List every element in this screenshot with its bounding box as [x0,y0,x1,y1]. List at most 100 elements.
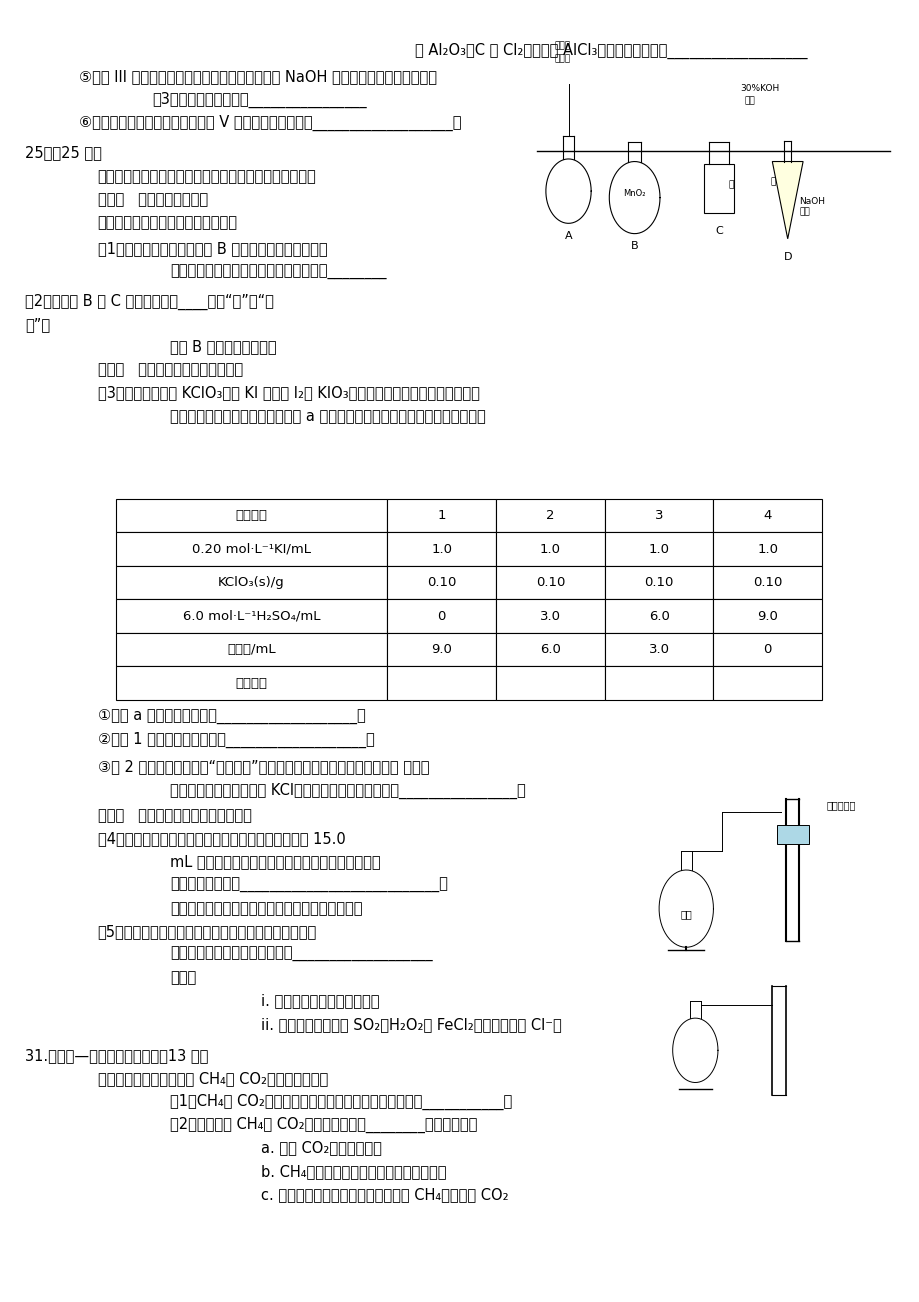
Text: B: B [630,241,638,251]
Text: 4: 4 [763,509,771,522]
Text: mL 饱和氯水试样，测定产生气体的体积。此方案不: mL 饱和氯水试样，测定产生气体的体积。此方案不 [170,854,380,870]
Text: （2）下列关于 CH₄和 CO₂的说法正确的是________（填序号）。: （2）下列关于 CH₄和 CO₂的说法正确的是________（填序号）。 [170,1117,477,1134]
Text: 3.0: 3.0 [539,609,561,622]
Text: 30%KOH: 30%KOH [740,83,779,92]
Text: 9.0: 9.0 [431,643,451,656]
Text: 1.0: 1.0 [648,543,669,556]
Text: 25．（25 分）: 25．（25 分） [25,145,102,160]
Text: 0.10: 0.10 [535,577,564,590]
Bar [387,667,495,700]
Text: a. 固态 CO₂属于分子晶体: a. 固态 CO₂属于分子晶体 [260,1141,381,1155]
Text: MnO₂: MnO₂ [623,189,645,198]
Text: 0.10: 0.10 [426,577,456,590]
Text: 6.0: 6.0 [648,609,669,622]
Text: 0.10: 0.10 [643,577,673,590]
Text: 3: 3 [654,509,663,522]
Text: 温度计: 温度计 [553,55,570,62]
Text: 0: 0 [763,643,771,656]
Text: KClO₃(s)/g: KClO₃(s)/g [218,577,285,590]
Text: 0.10: 0.10 [753,577,782,590]
Text: b. CH₄分子中含有极性共价键，是极性分子: b. CH₄分子中含有极性共价键，是极性分子 [260,1164,446,1178]
Bar [116,533,387,566]
Text: 利用右图所示的实验装置进行实验。: 利用右图所示的实验装置进行实验。 [97,216,237,230]
Text: ①系列 a 实验的实验目的是___________________。: ①系列 a 实验的实验目的是___________________。 [97,710,365,724]
Bar [116,667,387,700]
Text: ⑤步骤 III 的尾气经冷却至室温后，气体用足量的 NaOH 冷溶液吸收，生成的盐主要: ⑤步骤 III 的尾气经冷却至室温后，气体用足量的 NaOH 冷溶液吸收，生成的… [79,69,437,83]
Text: ⑥结合流程及相关数据分析，步骤 V 中加入铝粉的目的是___________________。: ⑥结合流程及相关数据分析，步骤 V 中加入铝粉的目的是_____________… [79,115,461,132]
Bar [712,667,822,700]
Text: 洗涤。该实验操作过程需要的玻璃他器有________: 洗涤。该实验操作过程需要的玻璃他器有________ [170,264,386,280]
Bar [495,533,604,566]
Bar [116,499,387,533]
Text: 3.0: 3.0 [648,643,669,656]
Text: 试管编号: 试管编号 [235,509,267,522]
Bar [604,499,712,533]
Bar [712,633,822,667]
Text: 实验二   氯酸钒与礙化钒反应的研究: 实验二 氯酸钒与礙化钒反应的研究 [97,362,243,378]
Text: 实验一   制取氯酸钒和氯水: 实验一 制取氯酸钒和氯水 [97,193,208,207]
Text: 1.0: 1.0 [431,543,452,556]
Text: 提高 B 中氯酸钒的产率。: 提高 B 中氯酸钒的产率。 [170,340,277,354]
Bar [495,499,604,533]
Text: （3）在不同条件下 KClO₃可将 KI 氧化为 I₂或 KIO₃。该小组设计了系列实验研究反应: （3）在不同条件下 KClO₃可将 KI 氧化为 I₂或 KIO₃。该小组设计了… [97,385,479,401]
Bar [495,599,604,633]
Text: 水: 水 [728,180,733,189]
Text: 0: 0 [437,609,446,622]
Bar [776,825,808,844]
Bar [712,533,822,566]
Text: （5）根据下列资料，为该小组设计一个可行的实验方案: （5）根据下列资料，为该小组设计一个可行的实验方案 [97,924,316,939]
Bar [604,633,712,667]
Bar [387,499,495,533]
Text: 氯水: 氯水 [680,910,691,919]
Text: 蜖馏水/mL: 蜖馏水/mL [227,643,276,656]
Text: 由 Al₂O₃、C 和 Cl₂反应生成 AlCl₃的热化学方程式为___________________: 由 Al₂O₃、C 和 Cl₂反应生成 AlCl₃的热化学方程式为_______… [414,43,806,59]
Bar [387,599,495,633]
Bar [387,533,495,566]
Text: 可行的主要原因是___________________________。: 可行的主要原因是___________________________。 [170,878,448,893]
Text: NaOH
溶液: NaOH 溶液 [799,197,824,216]
Text: 9.0: 9.0 [756,609,777,622]
Text: 溶液: 溶液 [743,96,754,105]
Text: 6.0: 6.0 [539,643,561,656]
Bar [116,566,387,599]
Bar [387,633,495,667]
Bar [604,533,712,566]
Text: A: A [564,230,572,241]
Bar [495,633,604,667]
Text: ii. 次氯酸或氯气可被 SO₂，H₂O₂和 FeCl₂等物质还原成 Cl⁻。: ii. 次氯酸或氯气可被 SO₂，H₂O₂和 FeCl₂等物质还原成 Cl⁻。 [260,1017,561,1031]
Bar [495,667,604,700]
Text: 实验三   测定饱和氯水中氯元素的总量: 实验三 测定饱和氯水中氯元素的总量 [97,809,251,823]
Bar [116,599,387,633]
Text: ②设计 1 号试管实验的作用是___________________。: ②设计 1 号试管实验的作用是___________________。 [97,732,374,749]
Bar [704,164,733,214]
Text: （不必描述操作过程的细节）：___________________: （不必描述操作过程的细节）：___________________ [170,948,432,962]
Bar [495,566,604,599]
Text: 2: 2 [546,509,554,522]
Text: （1）制取实验结束后，取出 B 中试管冷却结晶，过滤，: （1）制取实验结束后，取出 B 中试管冷却结晶，过滤， [97,241,327,256]
Text: 液盐酸: 液盐酸 [553,42,570,51]
Text: （2）若对调 B 和 C 装置的位置，____（填“能”或“不: （2）若对调 B 和 C 装置的位置，____（填“能”或“不 [25,294,274,310]
Text: c. 因为碳氢键键能小于碳氧键，所以 CH₄燔点低于 CO₂: c. 因为碳氢键键能小于碳氧键，所以 CH₄燔点低于 CO₂ [260,1187,507,1202]
Text: 实验现象: 实验现象 [235,677,267,690]
Bar [712,599,822,633]
Text: 1.0: 1.0 [756,543,777,556]
Polygon shape [771,161,802,238]
Text: 资料：: 资料： [170,970,196,986]
Text: 6.0 mol·L⁻¹H₂SO₄/mL: 6.0 mol·L⁻¹H₂SO₄/mL [183,609,320,622]
Text: 化产物唯一，还原产物为 KCl，则此反应的离子方程式为________________。: 化产物唯一，还原产物为 KCl，则此反应的离子方程式为_____________… [170,783,525,798]
Bar [712,499,822,533]
Text: （4）该小组设计的实验方案为：使用右图装置，加热 15.0: （4）该小组设计的实验方案为：使用右图装置，加热 15.0 [97,832,345,846]
Text: 有3种，其化学式分别为________________: 有3种，其化学式分别为________________ [152,92,366,108]
Text: 1.0: 1.0 [539,543,561,556]
Bar [116,633,387,667]
Text: 0.20 mol·L⁻¹KI/mL: 0.20 mol·L⁻¹KI/mL [192,543,311,556]
Text: C: C [714,227,722,236]
Text: 31.＼化学—物质结构与性质］（13 分）: 31.＼化学—物质结构与性质］（13 分） [25,1048,209,1062]
Bar [712,566,822,599]
Text: ③若 2 号试管实验现象为“黄色溶液”，取少量该溶液加入淠粉溶液显蓝色 假设氧: ③若 2 号试管实验现象为“黄色溶液”，取少量该溶液加入淠粉溶液显蓝色 假设氧 [97,759,428,775]
Text: （不考虑实验装置及操作失误导致不可行的原因）: （不考虑实验装置及操作失误导致不可行的原因） [170,901,362,915]
Text: i. 次氯酸会破坏酸碱指示剂；: i. 次氯酸会破坏酸碱指示剂； [260,993,379,1009]
Text: D: D [783,251,791,262]
Bar [604,566,712,599]
Text: 水: 水 [770,177,775,186]
